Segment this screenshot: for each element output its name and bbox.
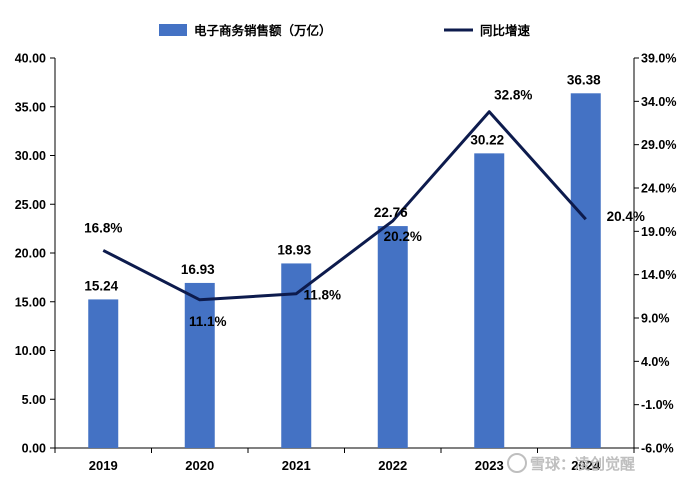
line-data-label: 32.8% xyxy=(494,88,532,103)
left-tick-label: 15.00 xyxy=(15,295,46,309)
left-tick-label: 20.00 xyxy=(15,247,46,261)
right-tick-label: 24.0% xyxy=(641,182,676,196)
bar-data-label: 22.76 xyxy=(374,205,408,220)
x-tick-label: 2023 xyxy=(475,458,504,473)
left-tick-label: 5.00 xyxy=(22,393,46,407)
snowball-logo-icon xyxy=(507,453,527,473)
right-tick-label: 29.0% xyxy=(641,138,676,152)
right-tick-label: 4.0% xyxy=(641,355,670,369)
left-axis-ticks: 0.00 5.00 10.00 15.00 20.00 25.00 30.00 35.00 40… xyxy=(15,52,55,456)
right-tick-label: 9.0% xyxy=(641,312,670,326)
line-data-label: 11.8% xyxy=(303,288,341,303)
growth-line xyxy=(102,110,587,302)
bar-data-label: 36.38 xyxy=(567,72,601,87)
legend-line-label: 同比增速 xyxy=(480,23,531,38)
bar-data-label: 16.93 xyxy=(181,262,215,277)
bar-data-label: 18.93 xyxy=(277,242,311,257)
x-tick-label: 2021 xyxy=(282,458,311,473)
watermark-text: 雪球：凌创觉醒 xyxy=(530,455,635,473)
bar xyxy=(377,226,408,448)
right-axis-ticks: -6.0% -1.0% 4.0% 9.0% 14.0% 19.0% 24.0% 29.0% 34… xyxy=(634,52,676,456)
bar xyxy=(184,282,215,448)
bar-data-label: 15.24 xyxy=(84,278,118,293)
x-tick-label: 2020 xyxy=(185,458,214,473)
line-data-label: 20.4% xyxy=(607,209,645,224)
right-tick-label: 39.0% xyxy=(641,52,676,66)
x-axis-ticks: 2019 2020 2021 2022 2023 2024 xyxy=(54,448,635,473)
left-tick-label: 40.00 xyxy=(15,52,46,66)
bar-data-labels: 15.24 16.93 18.93 22.76 30.22 36.38 xyxy=(84,72,601,293)
line-series xyxy=(102,110,587,302)
right-tick-label: 14.0% xyxy=(641,268,676,282)
bar-data-label: 30.22 xyxy=(470,132,504,147)
line-data-label: 11.1% xyxy=(189,314,227,329)
watermark: 雪球：凌创觉醒 xyxy=(507,453,635,473)
bar xyxy=(474,153,505,449)
line-data-label: 20.2% xyxy=(384,229,422,244)
left-tick-label: 30.00 xyxy=(15,149,46,163)
legend: 电子商务销售额（万亿） 同比增速 xyxy=(159,23,531,38)
left-tick-label: 10.00 xyxy=(15,344,46,358)
line-data-label: 16.8% xyxy=(84,220,122,235)
left-tick-label: 35.00 xyxy=(15,100,46,114)
x-tick-label: 2019 xyxy=(89,458,118,473)
line-data-labels: 16.8% 11.1% 11.8% 20.2% 32.8% 20.4% xyxy=(84,88,645,329)
bar xyxy=(88,299,119,448)
right-tick-label: -6.0% xyxy=(641,442,674,456)
legend-bar-label: 电子商务销售额（万亿） xyxy=(194,23,332,38)
right-tick-label: -1.0% xyxy=(641,398,674,412)
left-tick-label: 25.00 xyxy=(15,198,46,212)
x-tick-label: 2022 xyxy=(378,458,407,473)
x-tick-label: 2024 xyxy=(571,458,601,473)
legend-bar-swatch xyxy=(159,24,187,36)
right-tick-label: 19.0% xyxy=(641,225,676,239)
bar xyxy=(570,93,601,449)
right-tick-label: 34.0% xyxy=(641,95,676,109)
bar-series xyxy=(88,93,601,449)
left-tick-label: 0.00 xyxy=(22,442,46,456)
